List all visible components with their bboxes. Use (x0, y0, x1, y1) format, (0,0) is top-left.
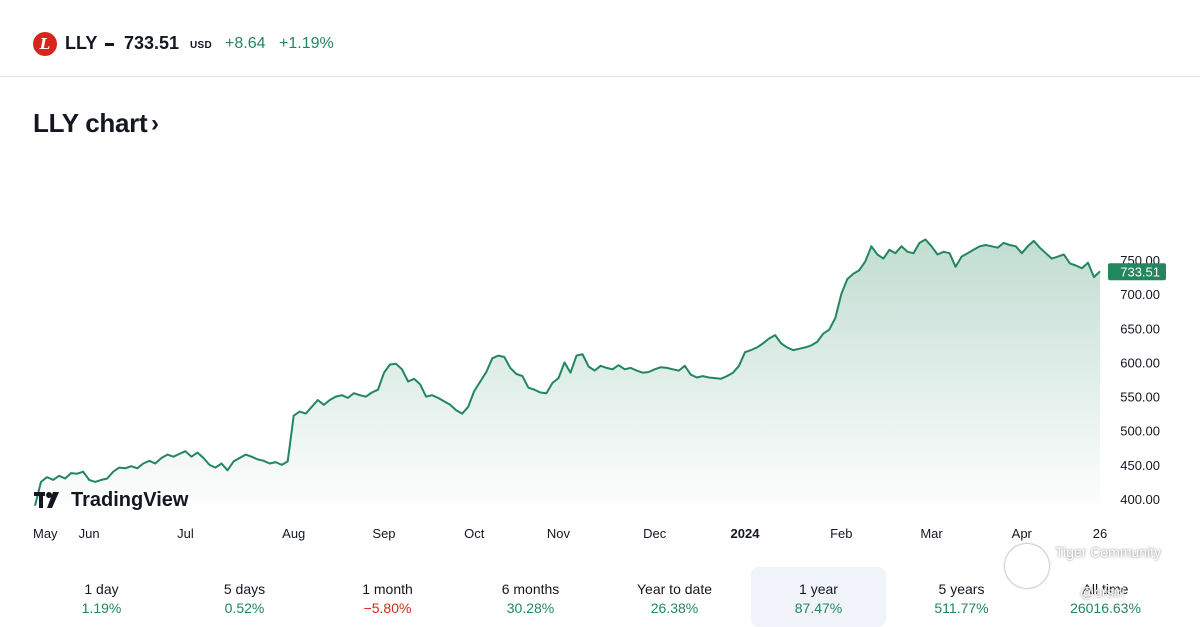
y-tick-label: 550.00 (1120, 390, 1160, 405)
range-tab-value: 511.77% (934, 600, 989, 616)
x-tick-label: Aug (282, 526, 305, 541)
range-tab[interactable]: 1 day 1.19% (34, 567, 169, 627)
separator-dash (105, 43, 114, 46)
x-tick-label: May (33, 526, 58, 541)
range-tab[interactable]: 1 month −5.80% (320, 567, 455, 627)
x-tick-label: Feb (830, 526, 852, 541)
range-tab-label: Year to date (637, 581, 712, 597)
symbol-header: L LLY 733.51 USD +8.64 +1.19% (0, 0, 1200, 77)
currency-label: USD (190, 40, 213, 51)
x-tick-label: Jun (79, 526, 100, 541)
last-price: 733.51 (124, 33, 180, 53)
tradingview-wordmark: TradingView (71, 489, 189, 511)
y-tick-label: 400.00 (1120, 492, 1160, 507)
range-tab[interactable]: 1 year 87.47% (751, 567, 886, 627)
x-tick-label: 2024 (731, 526, 761, 541)
tiger-community-watermark-icon (1005, 544, 1049, 588)
range-tab-label: 5 days (223, 581, 266, 597)
x-tick-label: Mar (920, 526, 943, 541)
user-watermark: @orsiri (1080, 584, 1125, 600)
range-tab[interactable]: Year to date 26.38% (607, 567, 742, 627)
company-logo: L (33, 32, 57, 56)
range-tab-value: 26.38% (650, 600, 699, 616)
range-tab-value: 87.47% (794, 600, 843, 616)
x-tick-label: Oct (464, 526, 485, 541)
y-tick-label: 650.00 (1120, 321, 1160, 336)
range-tab-value: 1.19% (81, 600, 122, 616)
last-price-badge (1108, 263, 1166, 281)
range-tab-value: −5.80% (363, 600, 412, 616)
price-area-fill (35, 239, 1100, 515)
tradingview-logo: TradingView (33, 486, 203, 517)
x-tick-label: Sep (372, 526, 395, 541)
last-price-badge-label: 733.51 (1120, 264, 1160, 279)
y-tick-label: 450.00 (1120, 458, 1160, 473)
range-tab[interactable]: All time 26016.63% (1038, 567, 1173, 627)
price-change: +8.64 (225, 35, 266, 52)
x-tick-label: 26 (1093, 526, 1107, 541)
price-line (34, 238, 1101, 507)
y-tick-label: 700.00 (1120, 287, 1160, 302)
x-tick-label: Apr (1012, 526, 1033, 541)
chart-title-link[interactable]: LLY chart (33, 108, 148, 138)
range-tab[interactable]: 6 months 30.28% (463, 567, 598, 627)
tradingview-mark-icon (34, 492, 59, 508)
range-tab-label: 6 months (501, 581, 560, 597)
x-tick-label: Jul (177, 526, 194, 541)
x-tick-label: Dec (643, 526, 667, 541)
ticker-symbol[interactable]: LLY (65, 33, 98, 53)
y-tick-label: 600.00 (1120, 355, 1160, 370)
range-tab-label: 1 year (799, 581, 838, 597)
range-tabs: 1 day 1.19% 5 days 0.52% 1 month −5.80% 6 mont… (0, 567, 1200, 627)
range-tab-label: 1 day (84, 581, 119, 597)
chevron-right-icon[interactable]: › (151, 110, 159, 137)
y-tick-label: 500.00 (1120, 424, 1160, 439)
range-tab-label: All time (1082, 581, 1129, 597)
community-watermark: Tiger Community (1055, 544, 1162, 560)
range-tab[interactable]: 5 days 0.52% (177, 567, 312, 627)
range-tab-value: 30.28% (506, 600, 555, 616)
price-chart[interactable]: 750.00700.00650.00600.00550.00500.00450.… (0, 0, 1200, 560)
range-tab-value: 26016.63% (1070, 600, 1141, 616)
range-tab-label: 1 month (362, 581, 413, 597)
x-tick-label: Nov (547, 526, 571, 541)
range-tab-value: 0.52% (224, 600, 265, 616)
range-tab[interactable]: 5 years 511.77% (894, 567, 1029, 627)
range-tab-label: 5 years (938, 581, 985, 597)
price-change-percent: +1.19% (279, 35, 334, 52)
